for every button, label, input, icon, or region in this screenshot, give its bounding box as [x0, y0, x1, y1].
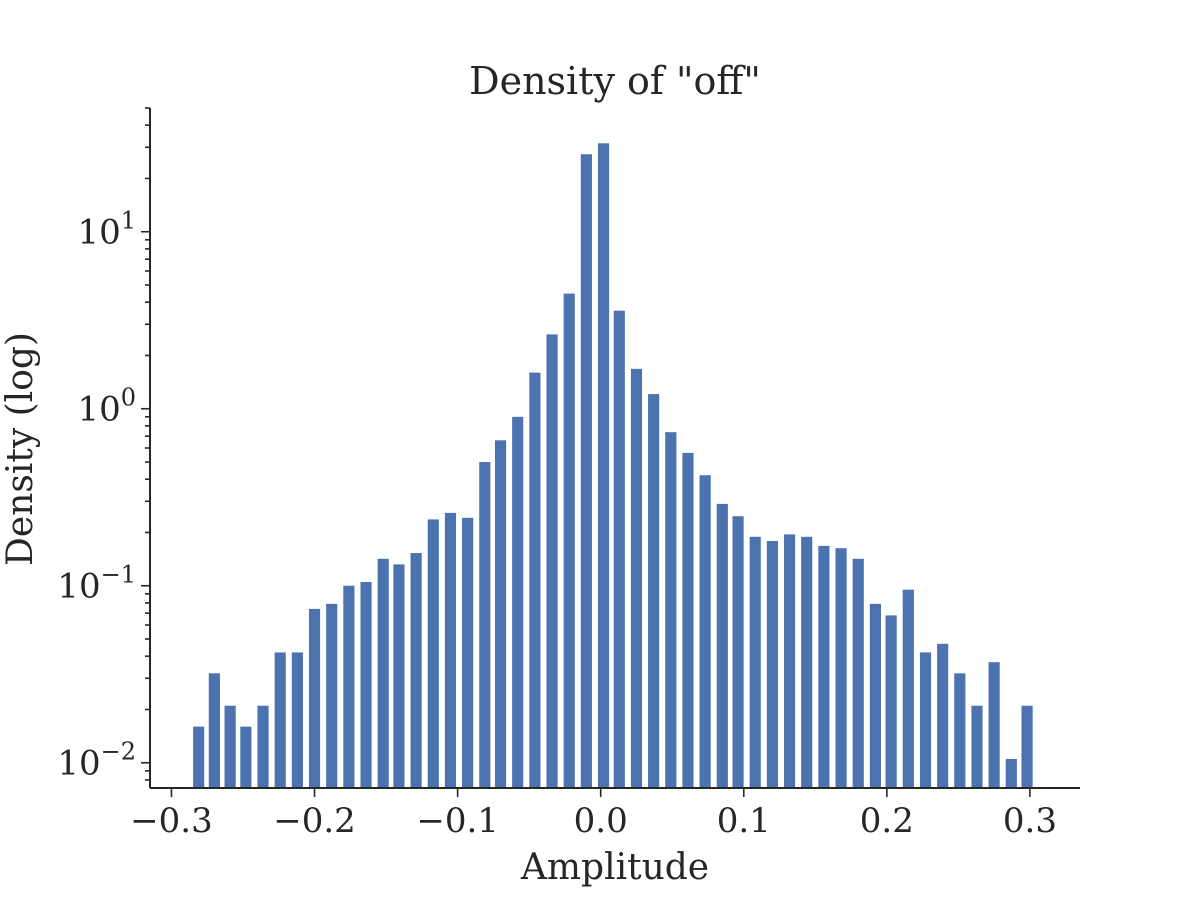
- histogram-bar: [1021, 705, 1033, 788]
- histogram-bar: [326, 603, 338, 788]
- x-tick-label: 0.3: [1003, 801, 1057, 841]
- histogram-bar: [1005, 759, 1017, 788]
- histogram-bar: [193, 726, 205, 788]
- histogram-bar: [512, 416, 524, 788]
- histogram-bar: [630, 368, 643, 788]
- histogram-bar: [494, 440, 507, 788]
- histogram-bar: [546, 334, 558, 788]
- histogram-bar: [479, 462, 491, 788]
- histogram-bar: [224, 705, 236, 788]
- y-tick-label: 101: [77, 207, 136, 253]
- histogram-bar: [954, 673, 966, 788]
- x-tick-label: 0.2: [860, 801, 914, 841]
- histogram-bar: [801, 536, 813, 788]
- histogram-bar: [613, 310, 625, 788]
- histogram-bar: [377, 558, 389, 788]
- histogram-bar: [257, 705, 269, 788]
- x-axis: −0.3 −0.2 −0.1 0.0 0.1 0.2 0.3: [130, 788, 1057, 841]
- histogram-bar: [240, 726, 252, 788]
- y-axis: 10−2 10−1 100 101: [57, 107, 150, 784]
- histogram-bar: [665, 432, 677, 788]
- histogram-bar: [597, 143, 610, 788]
- histogram-bar: [444, 512, 457, 788]
- histogram-bar: [988, 662, 1000, 788]
- histogram-bar: [682, 452, 694, 788]
- x-tick-label: −0.3: [130, 801, 213, 841]
- histogram-bar: [835, 548, 847, 788]
- histogram-bar: [971, 705, 983, 788]
- bars-group: [193, 143, 1033, 789]
- histogram-bar: [732, 516, 744, 788]
- histogram-bar: [343, 585, 355, 788]
- y-tick-label: 10−2: [57, 738, 136, 784]
- histogram-bar: [291, 652, 303, 788]
- histogram-bar: [749, 536, 761, 788]
- histogram-bar: [869, 603, 881, 788]
- histogram-bar: [427, 519, 439, 788]
- y-tick-label: 10−1: [57, 561, 136, 607]
- histogram-bar: [274, 652, 286, 788]
- x-axis-label: Amplitude: [520, 847, 709, 888]
- histogram-bar: [360, 581, 372, 788]
- x-tick-label: −0.1: [416, 801, 499, 841]
- histogram-bar: [885, 615, 897, 788]
- histogram-bar: [410, 553, 422, 788]
- histogram-bar: [462, 517, 474, 788]
- x-tick-label: 0.0: [574, 801, 628, 841]
- x-tick-label: 0.1: [717, 801, 771, 841]
- histogram-bar: [716, 503, 728, 788]
- histogram-bar: [783, 534, 796, 788]
- x-tick-label: −0.2: [273, 801, 356, 841]
- histogram-bar: [529, 372, 541, 788]
- histogram-bar: [699, 475, 711, 788]
- histogram-bar: [580, 154, 592, 789]
- histogram-bar: [919, 652, 932, 788]
- histogram-bar: [937, 643, 949, 788]
- y-tick-label: 100: [77, 384, 136, 430]
- histogram-bar: [208, 673, 220, 788]
- histogram-bar: [902, 589, 914, 788]
- histogram-bar: [563, 293, 575, 788]
- histogram-bar: [648, 394, 660, 788]
- histogram-bar: [818, 545, 830, 788]
- histogram-bar: [766, 540, 778, 788]
- histogram-bar: [393, 564, 405, 788]
- y-axis-label: Density (log): [0, 332, 41, 566]
- histogram-bar: [852, 558, 864, 788]
- histogram-bar: [308, 608, 321, 788]
- chart-title: Density of "off": [469, 59, 761, 103]
